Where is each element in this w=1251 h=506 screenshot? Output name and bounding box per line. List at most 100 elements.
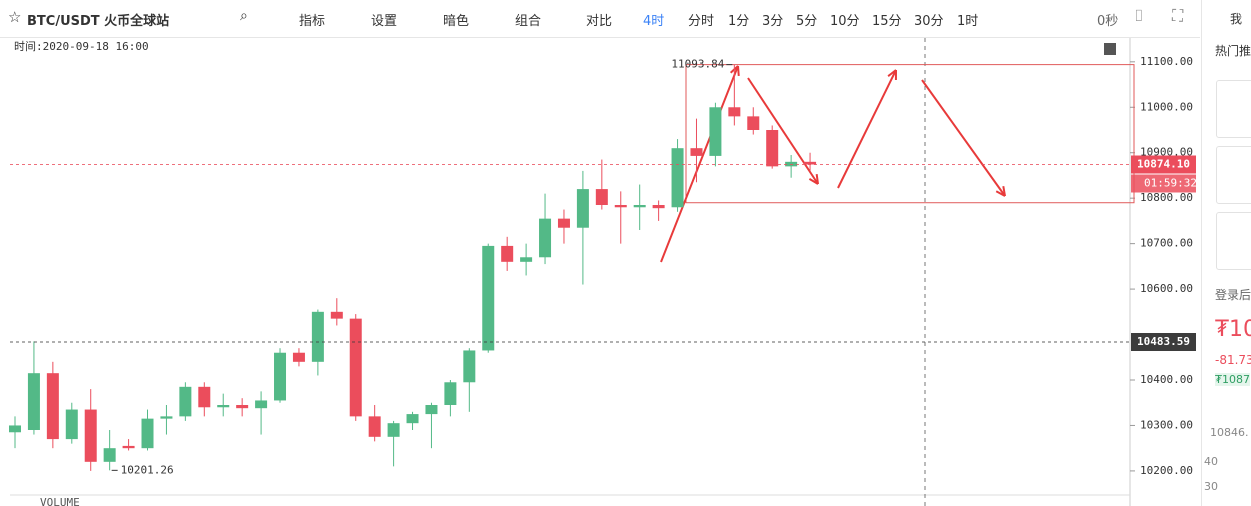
candle-body xyxy=(122,445,135,449)
toolbar: BTC/USDT 火币全球站 ☆ ⌕ 指标 设置 暗色 组合 对比 4时 分时 … xyxy=(0,0,1200,38)
candle-body xyxy=(652,205,665,209)
symbol[interactable]: BTC/USDT 火币全球站 xyxy=(27,14,170,29)
candle-body xyxy=(557,218,570,228)
countdown-tag xyxy=(1131,174,1196,193)
candle-body xyxy=(198,386,211,408)
candle-body xyxy=(387,423,400,437)
candle-body xyxy=(520,257,533,262)
candle-body xyxy=(65,409,78,440)
drawn-box xyxy=(685,64,1135,204)
chart: 时间:2020-09-18 16:00 VOLUME 10200.00 10300… xyxy=(9,38,1197,506)
extreme-label: 11093.84 xyxy=(671,58,724,71)
expand-icon[interactable] xyxy=(1104,43,1116,55)
camera-icon[interactable]: ⌷ xyxy=(1134,6,1144,25)
drawn-arrow-head xyxy=(995,185,1006,197)
interval-active[interactable]: 4时 xyxy=(643,14,665,29)
interval[interactable]: 15分 xyxy=(872,14,902,29)
candle-body xyxy=(463,350,476,383)
login-hint: 登录后 xyxy=(1215,288,1251,302)
candle-body xyxy=(368,416,381,437)
candle-body xyxy=(633,205,646,208)
card[interactable] xyxy=(1216,146,1251,204)
scale-label: 40 xyxy=(1204,455,1218,468)
drawn-arrow-head xyxy=(887,69,897,81)
candle-body xyxy=(406,414,419,424)
price-tag xyxy=(1131,333,1196,352)
candle-body xyxy=(728,107,741,117)
y-tick-label: 10200.00 xyxy=(1140,464,1193,477)
y-tick-label: 10900.00 xyxy=(1140,146,1193,159)
drawn-arrow xyxy=(921,79,1006,197)
y-tick-label: 11000.00 xyxy=(1140,100,1193,113)
price-tag-label: 10483.59 xyxy=(1137,335,1190,348)
price-tag xyxy=(1131,155,1196,174)
tool[interactable]: 组合 xyxy=(515,14,542,29)
countdown: 0秒 xyxy=(1097,14,1119,29)
candle-body xyxy=(482,245,495,351)
sidebar: 我 热门推 登录后 ₮10 -81.73 ₮1087 10846. 40 30 xyxy=(1201,0,1251,506)
candle-body xyxy=(274,352,287,401)
y-tick-label: 11100.00 xyxy=(1140,55,1193,68)
search-icon[interactable]: ⌕ xyxy=(240,8,248,24)
drawn-arrow-head xyxy=(808,173,819,185)
drawn-arrow xyxy=(660,65,739,263)
candle-body xyxy=(614,205,627,208)
candle-body xyxy=(292,352,305,362)
candle-body xyxy=(27,373,40,430)
candle-body xyxy=(46,373,59,440)
interval[interactable]: 1时 xyxy=(957,14,979,29)
candle-body xyxy=(141,418,154,449)
interval[interactable]: 5分 xyxy=(796,14,818,29)
interval[interactable]: 10分 xyxy=(830,14,860,29)
candle-body xyxy=(255,400,268,409)
candle-body xyxy=(671,148,684,208)
sub-price: ₮1087 xyxy=(1215,373,1250,386)
tool[interactable]: 设置 xyxy=(371,14,398,29)
scale-label: 30 xyxy=(1204,480,1218,493)
card[interactable] xyxy=(1216,80,1251,138)
candle-body xyxy=(444,382,457,405)
low-label: 10846. xyxy=(1210,426,1249,439)
candle-body xyxy=(425,405,438,415)
y-tick-label: 10800.00 xyxy=(1140,191,1193,204)
card[interactable] xyxy=(1216,212,1251,270)
time-label: 时间:2020-09-18 16:00 xyxy=(14,40,149,53)
fullscreen-icon[interactable]: ⛶ xyxy=(1172,6,1184,25)
candle-body xyxy=(311,311,324,362)
interval[interactable]: 3分 xyxy=(762,14,784,29)
candle-body xyxy=(160,416,173,419)
candle-body xyxy=(9,425,21,433)
candle-body xyxy=(179,386,192,417)
candle-body xyxy=(709,107,722,156)
candle-body xyxy=(501,245,514,262)
y-tick-label: 10400.00 xyxy=(1140,373,1193,386)
candle-body xyxy=(236,405,249,409)
change: -81.73 xyxy=(1215,353,1251,367)
interval[interactable]: 1分 xyxy=(728,14,750,29)
drawn-arrow xyxy=(837,69,897,189)
interval[interactable]: 分时 xyxy=(688,14,715,29)
tab[interactable]: 我 xyxy=(1230,12,1243,26)
candle-body xyxy=(217,405,230,408)
price-tag-label: 10874.10 xyxy=(1137,158,1190,171)
countdown-label: 01:59:32 xyxy=(1144,177,1197,190)
price: ₮10 xyxy=(1215,317,1251,342)
candle-body xyxy=(576,189,589,228)
y-tick-label: 10300.00 xyxy=(1140,418,1193,431)
interval[interactable]: 30分 xyxy=(914,14,944,29)
candle-body xyxy=(690,148,703,156)
extreme-label: 10201.26 xyxy=(121,463,174,476)
tool[interactable]: 暗色 xyxy=(443,14,470,29)
candle-body xyxy=(747,116,760,130)
candle-body xyxy=(84,409,97,462)
candle-body xyxy=(539,218,552,258)
tool[interactable]: 对比 xyxy=(586,14,613,29)
y-tick-label: 10700.00 xyxy=(1140,237,1193,250)
y-tick-label: 10600.00 xyxy=(1140,282,1193,295)
candle-body xyxy=(349,318,362,417)
drawn-arrow xyxy=(747,77,819,185)
candle-body xyxy=(103,448,116,462)
tool[interactable]: 指标 xyxy=(299,14,326,29)
star-icon[interactable]: ☆ xyxy=(8,8,22,26)
